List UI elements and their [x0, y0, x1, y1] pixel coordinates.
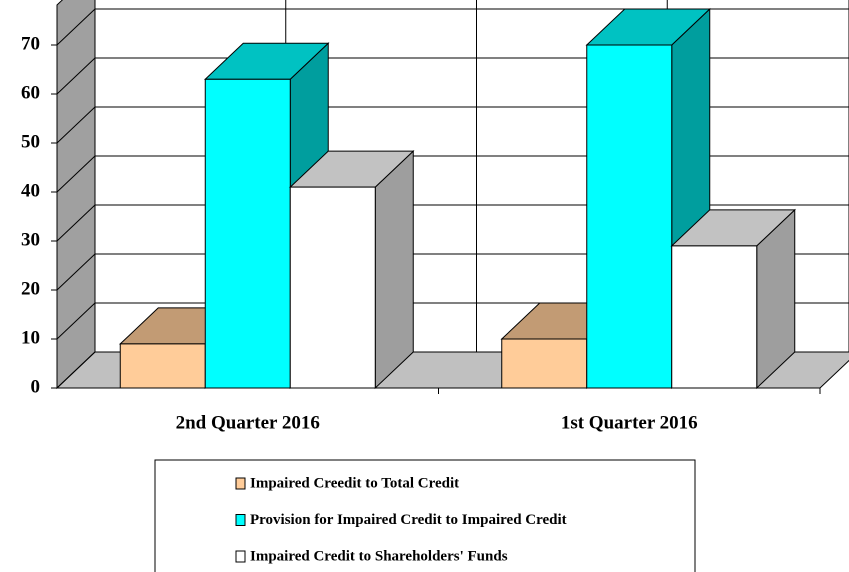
bar — [586, 44, 673, 389]
grid-line — [56, 8, 96, 46]
y-tick-label: 10 — [21, 327, 40, 348]
y-tick-label: 50 — [21, 131, 40, 152]
bar-side — [374, 149, 414, 390]
y-tick-label: 60 — [21, 82, 40, 103]
grid-line — [56, 253, 96, 291]
legend-swatch — [235, 514, 246, 526]
legend-label: Provision for Impaired Credit to Impaire… — [250, 512, 567, 528]
legend-swatch — [235, 550, 246, 563]
x-tick-label: 1st Quarter 2016 — [561, 412, 698, 433]
y-tick-label: 20 — [21, 278, 40, 299]
legend-label: Impaired Creedit to Total Credit — [250, 475, 459, 491]
bar — [501, 338, 588, 389]
bar — [289, 186, 376, 389]
grid-line — [56, 155, 96, 193]
legend-label: Impaired Credit to Shareholders' Funds — [250, 548, 508, 564]
bar — [671, 245, 758, 389]
y-tick-label: 0 — [31, 376, 41, 397]
grid-line — [56, 302, 96, 340]
grid-line — [56, 57, 96, 95]
y-tick-label: 30 — [21, 229, 40, 250]
left-wall — [56, 0, 96, 390]
y-tick-label: 40 — [21, 180, 40, 201]
bar — [119, 343, 206, 389]
grid-line — [56, 204, 96, 242]
grid-line — [56, 106, 96, 144]
bar — [204, 78, 291, 389]
grid-line — [56, 351, 96, 389]
x-tick-label: 2nd Quarter 2016 — [176, 412, 320, 433]
y-tick-label: 70 — [21, 33, 40, 54]
legend-swatch — [235, 477, 246, 490]
